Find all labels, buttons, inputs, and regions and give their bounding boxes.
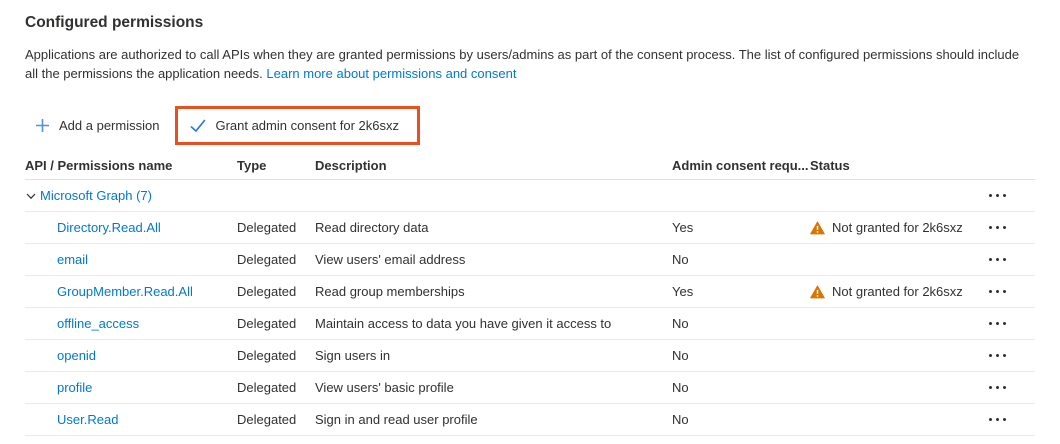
permission-name[interactable]: GroupMember.Read.All [57,284,193,300]
table-row: email Delegated View users' email addres… [25,244,1035,277]
annotation-highlight-box: Grant admin consent for 2k6sxz [175,106,420,146]
ellipsis-icon[interactable] [987,222,1008,233]
permission-description: View users' basic profile [315,380,454,396]
page-title: Configured permissions [25,14,204,31]
table-row: profile Delegated View users' basic prof… [25,372,1035,405]
description-text: Applications are authorized to call APIs… [25,47,1020,82]
table-header-row: API / Permissions name Type Description … [25,151,1035,181]
status-text: Not granted for 2k6sxz [832,220,963,236]
admin-consent-value: Yes [672,220,694,236]
permission-name[interactable]: User.Read [57,412,119,428]
col-header-admin-consent: Admin consent requ... [672,157,809,173]
ellipsis-icon[interactable] [987,286,1008,297]
permissions-toolbar: Add a permission Grant admin consent for… [25,106,1035,146]
permission-name-cell: openid [25,348,237,363]
row-menu-cell [985,414,1035,425]
grant-admin-consent-label: Grant admin consent for 2k6sxz [215,118,399,134]
permission-name[interactable]: openid [57,348,97,364]
permission-type: Delegated [237,316,297,332]
col-header-type: Type [237,157,267,173]
permission-name-cell: Directory.Read.All [25,220,237,235]
table-row: openid Delegated Sign users in No [25,340,1035,373]
col-header-status: Status [810,157,850,173]
chevron-down-icon[interactable] [25,190,37,202]
col-header-description: Description [315,157,387,173]
warning-icon [810,285,825,299]
permission-name-cell: offline_access [25,316,237,331]
permission-name-cell: User.Read [25,412,237,427]
permission-name-cell: GroupMember.Read.All [25,284,237,299]
row-menu-cell [985,350,1035,361]
permission-name[interactable]: offline_access [57,316,140,332]
learn-more-link[interactable]: Learn more about permissions and consent [266,66,517,82]
table-row: Microsoft Graph (7) [25,180,1035,213]
ellipsis-icon[interactable] [987,190,1008,201]
row-menu-cell [985,382,1035,393]
warning-icon [810,221,825,235]
permission-description: View users' email address [315,252,466,268]
admin-consent-value: No [672,252,689,268]
section-description: Applications are authorized to call APIs… [25,45,1035,83]
admin-consent-value: No [672,412,689,428]
add-permission-label: Add a permission [59,118,160,134]
ellipsis-icon[interactable] [987,318,1008,329]
table-row: User.Read Delegated Sign in and read use… [25,404,1035,437]
permission-type: Delegated [237,284,297,300]
permission-type: Delegated [237,252,297,268]
permissions-table-body: Microsoft Graph (7) Directory.Read.All D… [25,180,1035,437]
admin-consent-value: No [672,348,689,364]
add-permission-button[interactable]: Add a permission [25,110,169,141]
permission-name-cell: email [25,252,237,267]
row-menu-cell [985,318,1035,329]
ellipsis-icon[interactable] [987,350,1008,361]
table-row: Directory.Read.All Delegated Read direct… [25,212,1035,245]
ellipsis-icon[interactable] [987,254,1008,265]
status-text: Not granted for 2k6sxz [832,284,963,300]
admin-consent-value: Yes [672,284,694,300]
permission-description: Sign users in [315,348,391,364]
admin-consent-value: No [672,316,689,332]
permission-name[interactable]: profile [57,380,93,396]
permission-type: Delegated [237,380,297,396]
status-cell: Not granted for 2k6sxz [810,284,985,299]
permission-description: Read directory data [315,220,429,236]
permission-description: Read group memberships [315,284,465,300]
permission-name[interactable]: email [57,252,89,268]
checkmark-icon [190,119,206,133]
ellipsis-icon[interactable] [987,382,1008,393]
ellipsis-icon[interactable] [987,414,1008,425]
permission-name[interactable]: Microsoft Graph (7) [40,188,152,204]
status-cell: Not granted for 2k6sxz [810,220,985,235]
grant-admin-consent-button[interactable]: Grant admin consent for 2k6sxz [180,110,409,141]
row-menu-cell [985,222,1035,233]
col-header-api-permissions-name: API / Permissions name [25,157,173,173]
permission-type: Delegated [237,412,297,428]
permissions-table: API / Permissions name Type Description … [25,151,1035,437]
table-row: GroupMember.Read.All Delegated Read grou… [25,276,1035,309]
row-menu-cell [985,254,1035,265]
permission-type: Delegated [237,348,297,364]
permission-description: Maintain access to data you have given i… [315,316,612,332]
admin-consent-value: No [672,380,689,396]
table-row: offline_access Delegated Maintain access… [25,308,1035,341]
permission-name-cell: profile [25,380,237,395]
permission-description: Sign in and read user profile [315,412,478,428]
row-menu-cell [985,190,1035,201]
permission-type: Delegated [237,220,297,236]
permission-name[interactable]: Directory.Read.All [57,220,161,236]
permission-name-cell: Microsoft Graph (7) [25,188,237,203]
plus-icon [35,118,50,133]
row-menu-cell [985,286,1035,297]
